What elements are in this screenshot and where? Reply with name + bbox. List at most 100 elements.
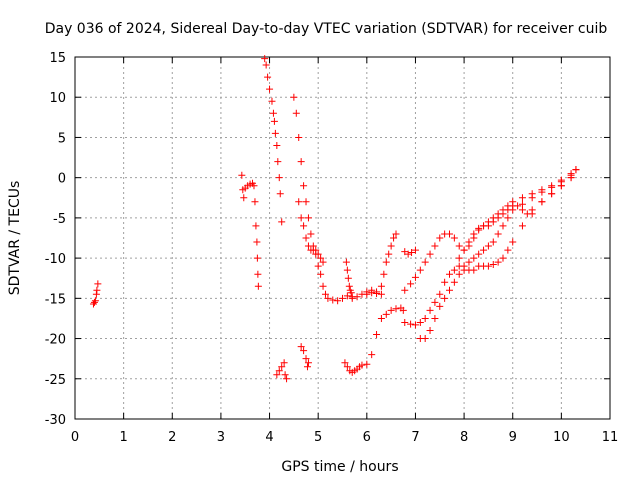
data-point (475, 250, 483, 258)
data-point (470, 254, 478, 262)
data-point (436, 302, 444, 310)
data-point (347, 289, 355, 297)
data-point (385, 250, 393, 258)
data-point (264, 73, 272, 81)
x-tick-label: 3 (217, 430, 225, 445)
data-point (278, 363, 286, 371)
series-track-h (297, 343, 312, 371)
data-point (93, 286, 101, 294)
data-point (89, 300, 97, 308)
x-tick-label: 7 (411, 430, 419, 445)
data-point (304, 242, 312, 250)
data-point (302, 234, 310, 242)
grid-lines (75, 57, 610, 419)
data-point (567, 174, 575, 182)
data-point (450, 278, 458, 286)
y-tick-label: 15 (49, 51, 66, 66)
data-point (489, 261, 497, 269)
data-point (250, 182, 258, 190)
data-point (290, 93, 298, 101)
data-point (368, 286, 376, 294)
y-tick-label: -25 (45, 373, 66, 388)
data-point (392, 230, 400, 238)
x-tick-label: 8 (460, 430, 468, 445)
data-point (465, 238, 473, 246)
data-point (314, 262, 322, 270)
series-track-m (401, 166, 580, 329)
data-point (295, 133, 303, 141)
data-point (90, 298, 98, 306)
data-point (446, 270, 453, 278)
data-point (411, 246, 419, 254)
data-point (309, 246, 317, 254)
data-point (297, 343, 305, 351)
data-point (319, 258, 327, 266)
data-point (436, 290, 444, 298)
data-point (407, 280, 415, 288)
x-tick-label: 11 (602, 430, 619, 445)
data-point (382, 258, 390, 266)
series-track-c (261, 55, 286, 226)
x-tick-label: 4 (265, 430, 273, 445)
data-point (292, 109, 300, 117)
data-point (480, 246, 488, 254)
y-tick-label: -30 (45, 413, 66, 428)
data-point (484, 222, 492, 230)
data-point (426, 306, 434, 314)
data-point (373, 331, 381, 339)
data-point (392, 305, 400, 313)
data-points (89, 55, 580, 383)
data-point (273, 371, 281, 379)
series-track-a (89, 280, 102, 308)
data-point (304, 359, 312, 367)
data-point (421, 258, 429, 266)
data-point (377, 314, 385, 322)
data-point (382, 310, 390, 318)
y-tick-label: -20 (45, 333, 66, 348)
data-point (377, 290, 385, 298)
data-point (455, 242, 463, 250)
series-track-o (455, 166, 580, 262)
data-point (431, 242, 439, 250)
data-point (300, 347, 308, 355)
axis-ticks: 0 1 2 3 4 5 6 7 8 9 10 11 15 10 5 0 -5 -10 -15 -20 -25 -30 (45, 51, 619, 445)
data-point (489, 218, 497, 226)
data-point (297, 158, 305, 166)
series-track-j (363, 230, 400, 298)
data-point (455, 254, 463, 262)
data-point (251, 198, 259, 206)
data-point (436, 234, 444, 242)
data-point (387, 306, 395, 314)
data-point (446, 286, 453, 294)
x-tick-label: 2 (168, 430, 176, 445)
data-point (528, 194, 536, 202)
data-point (494, 214, 502, 222)
data-point (262, 61, 270, 69)
data-point (302, 198, 310, 206)
data-point (499, 210, 507, 218)
data-point (416, 318, 424, 326)
data-point (431, 314, 439, 322)
data-point (358, 361, 366, 369)
data-point (387, 242, 395, 250)
data-point (281, 371, 289, 379)
data-point (441, 294, 449, 302)
data-point (300, 182, 308, 190)
data-point (408, 248, 416, 256)
y-axis-label: SDTVAR / TECUs (7, 181, 23, 296)
data-point (548, 190, 556, 198)
data-point (274, 158, 282, 166)
data-point (275, 367, 283, 375)
data-point (278, 218, 286, 226)
data-point (572, 166, 580, 174)
y-tick-label: -15 (45, 292, 66, 307)
data-point (484, 242, 492, 250)
data-point (426, 327, 434, 335)
data-point (494, 230, 502, 238)
data-point (353, 293, 361, 301)
data-point (339, 294, 346, 302)
data-point (377, 282, 385, 290)
data-point (470, 266, 478, 274)
data-point (94, 280, 102, 288)
